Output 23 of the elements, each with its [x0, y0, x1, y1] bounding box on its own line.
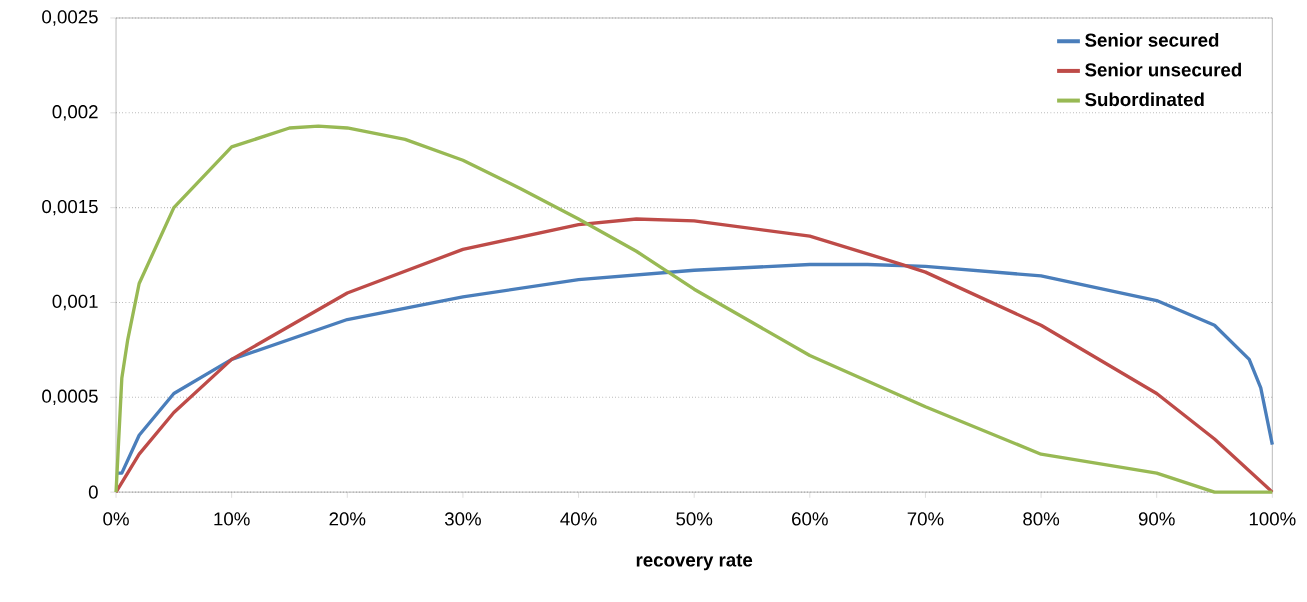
y-tick-label: 0,0025: [42, 10, 98, 26]
x-tick-label: 30%: [444, 512, 481, 526]
x-tick-label: 60%: [792, 512, 828, 526]
x-tick-label: 100%: [1249, 512, 1296, 526]
x-tick-label: 10%: [214, 512, 250, 526]
legend-label: Senior unsecured: [1085, 62, 1242, 77]
y-tick-label: 0,0015: [42, 199, 98, 216]
legend-label: Subordinated: [1085, 92, 1204, 107]
legend-label: Senior secured: [1085, 33, 1219, 47]
line-series: [114, 124, 1274, 494]
y-tick-label: 0,002: [52, 105, 98, 121]
x-tick-label: 70%: [907, 512, 944, 526]
x-tick-label: 50%: [676, 512, 713, 526]
line-series: [114, 217, 1274, 494]
y-tick-label: 0,0005: [42, 389, 98, 405]
x-tick-label: 80%: [1023, 512, 1060, 526]
x-tick-label: 20%: [329, 512, 366, 526]
y-tick-label: 0: [88, 485, 98, 499]
x-tick-label: 90%: [1138, 512, 1175, 526]
x-axis-title: recovery rate: [636, 554, 753, 571]
y-tick-label: 0,001: [52, 294, 98, 311]
x-tick-label: 40%: [560, 512, 597, 526]
x-tick-label: 0%: [103, 512, 129, 526]
